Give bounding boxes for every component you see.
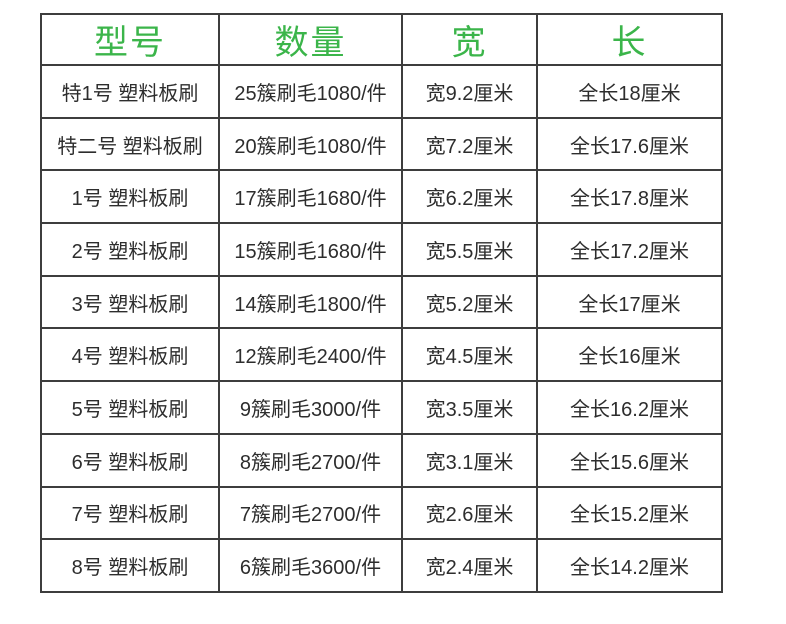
header-quantity: 数量: [218, 13, 403, 66]
cell-model: 6号 塑料板刷: [40, 432, 220, 488]
table-row: 8号 塑料板刷 6簇刷毛3600/件 宽2.4厘米 全长14.2厘米: [40, 538, 723, 593]
table-row: 1号 塑料板刷 17簇刷毛1680/件 宽6.2厘米 全长17.8厘米: [40, 169, 723, 225]
cell-length: 全长17.6厘米: [536, 116, 723, 172]
cell-width: 宽6.2厘米: [401, 169, 538, 225]
cell-width: 宽3.5厘米: [401, 380, 538, 435]
cell-quantity: 25簇刷毛1080/件: [218, 64, 403, 119]
header-width: 宽: [401, 13, 538, 66]
cell-width: 宽9.2厘米: [401, 64, 538, 119]
cell-length: 全长16.2厘米: [536, 380, 723, 435]
cell-width: 宽4.5厘米: [401, 327, 538, 383]
cell-width: 宽5.2厘米: [401, 274, 538, 330]
cell-model: 1号 塑料板刷: [40, 169, 220, 225]
table-row: 3号 塑料板刷 14簇刷毛1800/件 宽5.2厘米 全长17厘米: [40, 274, 723, 330]
cell-length: 全长15.2厘米: [536, 485, 723, 541]
cell-quantity: 15簇刷毛1680/件: [218, 222, 403, 277]
table-row: 7号 塑料板刷 7簇刷毛2700/件 宽2.6厘米 全长15.2厘米: [40, 485, 723, 541]
cell-width: 宽7.2厘米: [401, 116, 538, 172]
cell-quantity: 12簇刷毛2400/件: [218, 327, 403, 383]
table-row: 特1号 塑料板刷 25簇刷毛1080/件 宽9.2厘米 全长18厘米: [40, 64, 723, 119]
cell-length: 全长14.2厘米: [536, 538, 723, 593]
product-spec-table: 型号 数量 宽 长 特1号 塑料板刷 25簇刷毛1080/件 宽9.2厘米 全长18厘…: [40, 13, 723, 593]
table-row: 6号 塑料板刷 8簇刷毛2700/件 宽3.1厘米 全长15.6厘米: [40, 432, 723, 488]
cell-quantity: 9簇刷毛3000/件: [218, 380, 403, 435]
cell-model: 特1号 塑料板刷: [40, 64, 220, 119]
cell-model: 4号 塑料板刷: [40, 327, 220, 383]
cell-length: 全长18厘米: [536, 64, 723, 119]
cell-model: 3号 塑料板刷: [40, 274, 220, 330]
cell-model: 2号 塑料板刷: [40, 222, 220, 277]
cell-quantity: 14簇刷毛1800/件: [218, 274, 403, 330]
header-length: 长: [536, 13, 723, 66]
table-row: 4号 塑料板刷 12簇刷毛2400/件 宽4.5厘米 全长16厘米: [40, 327, 723, 383]
cell-quantity: 6簇刷毛3600/件: [218, 538, 403, 593]
cell-model: 特二号 塑料板刷: [40, 116, 220, 172]
table-header-row: 型号 数量 宽 长: [40, 13, 723, 66]
table-row: 特二号 塑料板刷 20簇刷毛1080/件 宽7.2厘米 全长17.6厘米: [40, 116, 723, 172]
cell-quantity: 20簇刷毛1080/件: [218, 116, 403, 172]
table-body: 特1号 塑料板刷 25簇刷毛1080/件 宽9.2厘米 全长18厘米 特二号 塑料板刷 2…: [40, 64, 723, 593]
cell-model: 8号 塑料板刷: [40, 538, 220, 593]
cell-length: 全长17.2厘米: [536, 222, 723, 277]
cell-width: 宽2.6厘米: [401, 485, 538, 541]
cell-length: 全长17厘米: [536, 274, 723, 330]
header-model: 型号: [40, 13, 220, 66]
cell-quantity: 7簇刷毛2700/件: [218, 485, 403, 541]
cell-length: 全长17.8厘米: [536, 169, 723, 225]
cell-model: 5号 塑料板刷: [40, 380, 220, 435]
cell-width: 宽3.1厘米: [401, 432, 538, 488]
cell-length: 全长16厘米: [536, 327, 723, 383]
cell-length: 全长15.6厘米: [536, 432, 723, 488]
cell-width: 宽2.4厘米: [401, 538, 538, 593]
cell-model: 7号 塑料板刷: [40, 485, 220, 541]
table-row: 5号 塑料板刷 9簇刷毛3000/件 宽3.5厘米 全长16.2厘米: [40, 380, 723, 435]
table-row: 2号 塑料板刷 15簇刷毛1680/件 宽5.5厘米 全长17.2厘米: [40, 222, 723, 277]
cell-width: 宽5.5厘米: [401, 222, 538, 277]
cell-quantity: 17簇刷毛1680/件: [218, 169, 403, 225]
cell-quantity: 8簇刷毛2700/件: [218, 432, 403, 488]
